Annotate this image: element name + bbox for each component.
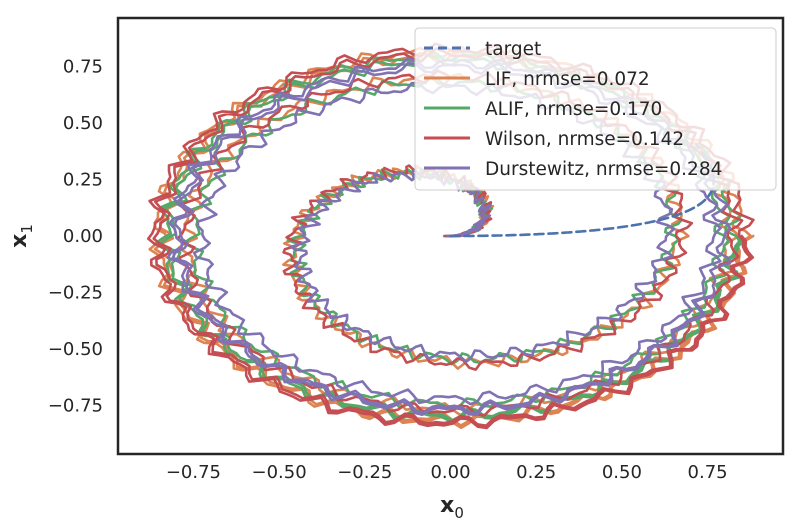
series-line (147, 42, 755, 430)
legend-box (414, 27, 777, 191)
y-tick-label: 0.75 (63, 57, 103, 78)
x-axis-title-sub: 0 (454, 504, 464, 522)
y-tick-label: 0.50 (63, 113, 103, 134)
x-tick-label: −0.50 (252, 462, 307, 483)
y-tick-label: 0.25 (63, 170, 103, 191)
y-axis-title-main: x (7, 234, 32, 248)
x-tick-label: 0.75 (688, 462, 728, 483)
y-axis: 0.75 0.50 0.25 0.00 −0.25 −0.50 −0.75 (48, 57, 103, 417)
series-line (166, 56, 732, 417)
legend: target LIF, nrmse=0.072 ALIF, nrmse=0.170 W… (414, 27, 777, 191)
x-axis-title: x0 (440, 493, 464, 522)
x-tick-label: −0.25 (337, 462, 392, 483)
x-tick-label: 0.25 (516, 462, 556, 483)
legend-label: Durstewitz, nrmse=0.284 (485, 159, 722, 180)
x-tick-label: −0.75 (166, 462, 221, 483)
y-axis-title: x1 (7, 224, 36, 248)
y-tick-label: −0.75 (48, 395, 103, 416)
y-tick-label: 0.00 (63, 226, 103, 247)
legend-label: LIF, nrmse=0.072 (485, 69, 650, 90)
x-axis: −0.75 −0.50 −0.25 0.00 0.25 0.50 0.75 (166, 462, 728, 483)
x-tick-label: 0.50 (602, 462, 642, 483)
y-axis-title-sub: 1 (18, 224, 36, 234)
y-tick-label: −0.25 (48, 282, 103, 303)
plot-frame (116, 16, 785, 456)
x-tick-label: 0.00 (430, 462, 470, 483)
y-tick-label: −0.50 (48, 339, 103, 360)
legend-label: ALIF, nrmse=0.170 (485, 99, 662, 120)
x-axis-title-main: x (440, 493, 454, 518)
legend-label: Wilson, nrmse=0.142 (485, 129, 684, 150)
legend-label: target (485, 39, 541, 60)
series-layer (147, 42, 755, 430)
